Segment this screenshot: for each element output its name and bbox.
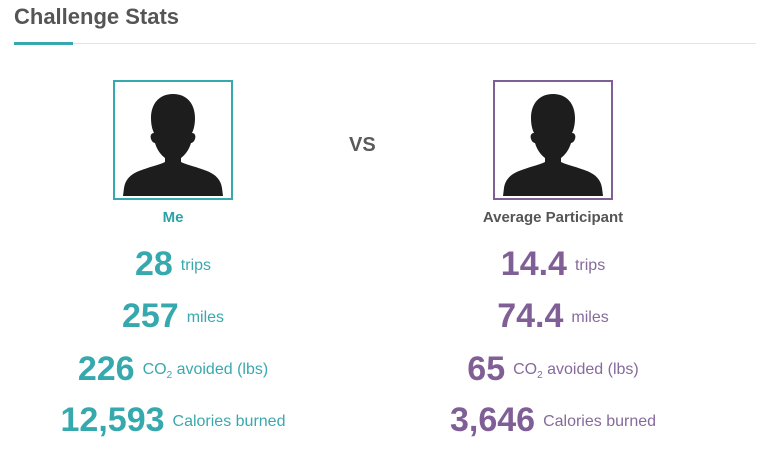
average-stats: 14.4 trips 74.4 miles 65 CO2 avoided (lbs) … [388, 238, 718, 446]
me-calories-unit: Calories burned [172, 413, 286, 430]
me-miles-stat: 257 miles [8, 290, 338, 342]
vs-label: VS [349, 134, 376, 156]
me-co2-unit-post: avoided (lbs) [172, 361, 269, 378]
me-stats: 28 trips 257 miles 226 CO2 avoided (lbs) 12… [8, 238, 338, 446]
average-co2-stat: 65 CO2 avoided (lbs) [388, 342, 718, 394]
me-miles-unit: miles [186, 309, 225, 326]
average-miles-value: 74.4 [497, 297, 564, 335]
me-co2-unit: CO2 avoided (lbs) [142, 361, 269, 381]
average-trips-unit: trips [574, 257, 606, 274]
average-column: Average Participant 14.4 trips 74.4 miles … [388, 80, 718, 446]
person-silhouette-icon [123, 94, 223, 196]
average-miles-unit: miles [571, 309, 609, 326]
average-co2-unit-post: avoided (lbs) [542, 361, 639, 378]
page-title: Challenge Stats [14, 4, 180, 29]
me-miles-value: 257 [121, 297, 179, 335]
person-silhouette-icon [503, 94, 603, 196]
average-avatar [493, 80, 613, 200]
average-trips-value: 14.4 [500, 245, 567, 283]
average-co2-unit-pre: CO [513, 361, 538, 378]
section-header: Challenge Stats [0, 0, 770, 46]
me-trips-unit: trips [180, 257, 212, 274]
average-calories-unit: Calories burned [543, 413, 657, 430]
me-co2-unit-pre: CO [142, 361, 167, 378]
average-calories-value: 3,646 [449, 401, 536, 439]
me-co2-unit-sub: 2 [166, 370, 173, 381]
me-co2-value: 226 [77, 350, 135, 388]
average-co2-unit: CO2 avoided (lbs) [513, 361, 639, 381]
header-divider [14, 43, 756, 44]
average-co2-unit-sub: 2 [537, 370, 543, 381]
header-accent-bar [14, 42, 73, 45]
me-label: Me [162, 209, 184, 226]
me-trips-value: 28 [134, 245, 173, 283]
me-avatar [113, 80, 233, 200]
average-miles-stat: 74.4 miles [388, 290, 718, 342]
average-co2-value: 65 [467, 350, 506, 388]
average-label: Average Participant [482, 209, 624, 226]
average-calories-stat: 3,646 Calories burned [388, 394, 718, 446]
me-trips-stat: 28 trips [8, 238, 338, 290]
me-column: Me 28 trips 257 miles 226 CO2 avoided (lbs)… [8, 80, 338, 446]
me-calories-stat: 12,593 Calories burned [8, 394, 338, 446]
me-calories-value: 12,593 [60, 401, 165, 439]
me-co2-stat: 226 CO2 avoided (lbs) [8, 342, 338, 394]
average-trips-stat: 14.4 trips [388, 238, 718, 290]
